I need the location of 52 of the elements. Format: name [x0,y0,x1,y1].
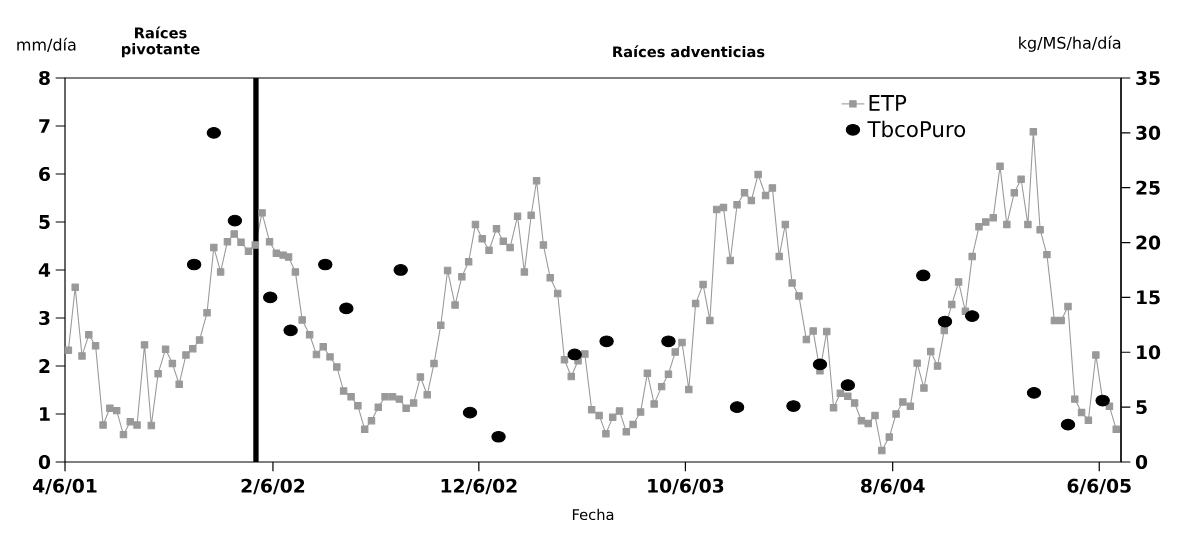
y-tick-label: 0 [38,454,51,470]
y-tick-label: 1 [40,407,50,421]
y2-tick-label: 35 [1136,70,1160,86]
point [1026,387,1042,399]
y2-tick-label: 5 [1136,400,1147,415]
point [729,401,745,413]
y-tick-label: 5 [39,215,50,229]
point [339,302,354,315]
y-tick-label: 3 [39,310,50,326]
point [812,358,828,371]
y-tick-label: 8 [39,70,50,86]
legend-label: TbcoPuro [867,120,966,138]
y2-tick-label: 20 [1136,235,1161,250]
point [916,269,931,282]
point [786,400,801,412]
x-tick-label: 12/6/02 [441,478,517,495]
y2-tick-label: 10 [1137,345,1161,360]
y2-tick-label: 25 [1136,180,1160,195]
y-tick-label: 4 [38,263,51,277]
point [840,379,856,392]
point [462,406,478,419]
y-tick-label: 6 [39,166,50,182]
y-tick-label: 2 [39,359,50,373]
y2-tick-label: 30 [1136,125,1161,140]
point [227,214,243,227]
point [186,258,202,271]
point [599,335,614,348]
x-tick-label: 8/6/04 [861,478,925,495]
point [283,324,298,337]
y-axis-title: mm/día [17,37,76,52]
x-axis-title: Fecha [572,508,614,521]
x-tick-label: 6/6/05 [1067,478,1131,495]
point [318,258,333,271]
text: Raíces pivotante [121,26,200,58]
point [567,348,582,361]
x-tick-label: 10/6/03 [648,478,724,495]
y2-axis-title: kg/MS/ha/día [1019,35,1121,52]
point [964,310,980,322]
text: Raíces adventicias [613,45,765,58]
y2-tick-label: 15 [1137,290,1160,305]
point [937,315,953,328]
point [206,126,222,139]
point [1060,418,1076,431]
point [263,291,278,304]
x-tick-label: 2/6/02 [241,478,305,495]
legend-label: ETP [869,95,907,111]
point [491,430,506,443]
y-tick-label: 7 [39,119,50,133]
point [661,335,676,348]
x-tick-label: 4/6/01 [33,478,97,495]
point [393,264,408,276]
y2-tick-label: 0 [1135,454,1148,470]
